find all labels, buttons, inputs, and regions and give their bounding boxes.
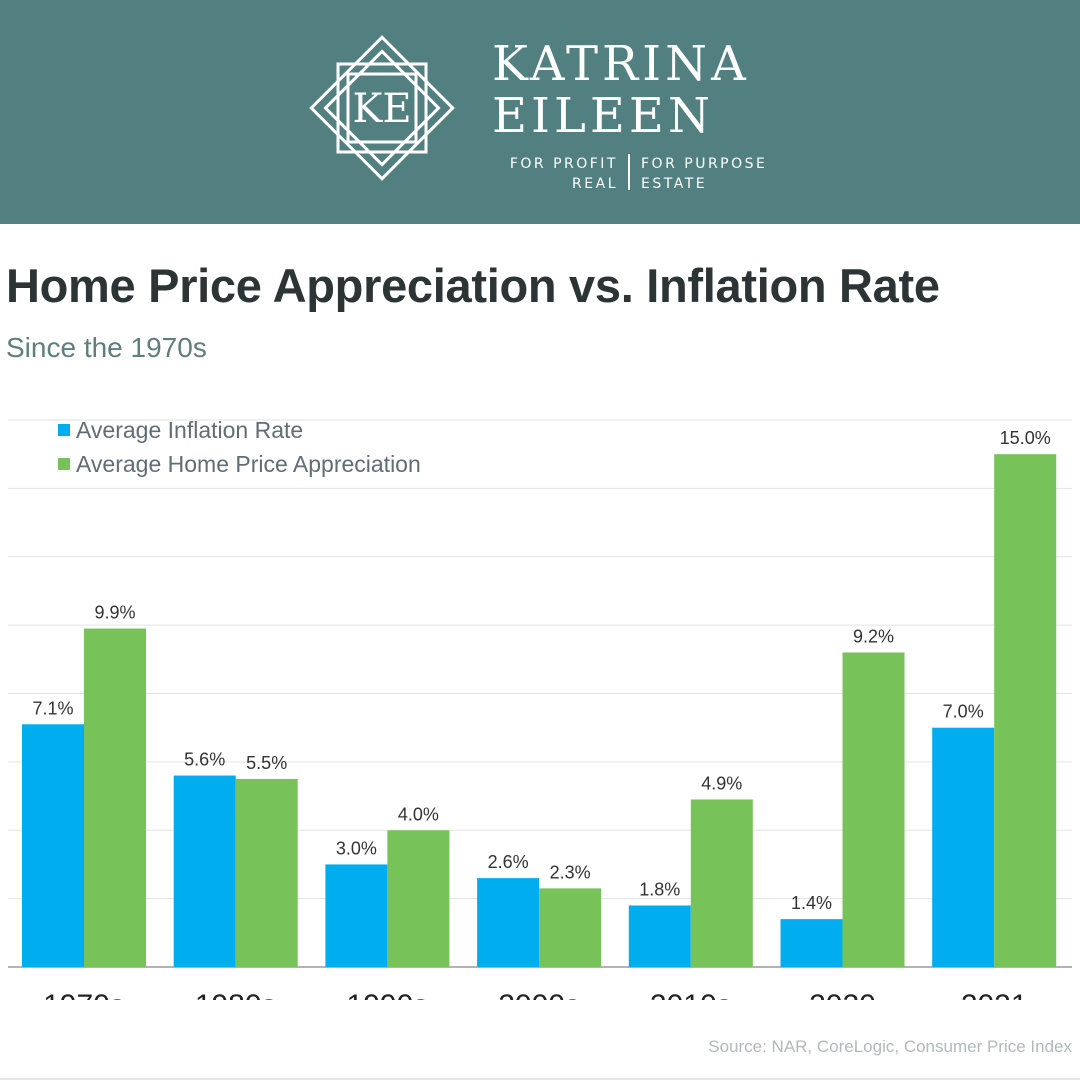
category-label-2010s: 2010s [650, 989, 732, 1000]
label-home-price-1980s: 5.5% [246, 753, 287, 773]
legend-swatch-inflation [58, 424, 70, 436]
category-label-2000s: 2000s [498, 989, 580, 1000]
chart-legend: Average Inflation Rate Average Home Pric… [58, 417, 421, 477]
chart-subtitle: Since the 1970s [6, 332, 207, 363]
bar-home-price-1970s [84, 628, 146, 967]
label-inflation-1980s: 5.6% [184, 750, 225, 770]
label-home-price-2010s: 4.9% [701, 773, 742, 793]
legend-label-home-price: Average Home Price Appreciation [76, 451, 421, 477]
bar-inflation-1970s [22, 724, 84, 967]
tagline-right: FOR PURPOSE ESTATE [641, 154, 767, 194]
label-inflation-2010s: 1.8% [639, 879, 680, 899]
label-inflation-1990s: 3.0% [336, 838, 377, 858]
category-label-1980s: 1980s [195, 989, 277, 1000]
bar-home-price-2000s [539, 888, 602, 967]
chart-title: Home Price Appreciation vs. Inflation Ra… [6, 259, 940, 312]
label-home-price-2000s: 2.3% [550, 862, 591, 882]
brand-name: KATRINA EILEEN [492, 38, 750, 142]
bar-home-price-1990s [387, 830, 450, 967]
tagline-left-line2: REAL [572, 176, 618, 192]
logo-monogram: KE [352, 86, 411, 132]
bar-home-price-2020 [842, 652, 905, 967]
tagline-right-line2: ESTATE [641, 176, 708, 192]
footer-divider [0, 1078, 1080, 1080]
legend-swatch-home-price [58, 458, 70, 470]
bar-chart: 7.1% 9.9% 5.6% 5.5% 3.0% 4.0% 2.6% 2.3% 1.8% 4.9%… [8, 417, 1072, 1000]
label-inflation-2021: 7.0% [943, 702, 984, 722]
source-note: Source: NAR, CoreLogic, Consumer Price I… [708, 1037, 1072, 1056]
tagline-divider [628, 154, 630, 190]
brand-name-line1: KATRINA [492, 36, 750, 92]
chart-bar-labels: 7.1% 9.9% 5.6% 5.5% 3.0% 4.0% 2.6% 2.3% 1.8% 4.9%… [32, 428, 1050, 913]
bar-inflation-2021 [932, 727, 995, 967]
chart-category-labels: 1970s 1980s 1990s 2000s 2010s 2020 2021 [43, 989, 1027, 1000]
katrina-eileen-logo: KE [309, 35, 455, 181]
brand-header: KE KATRINA EILEEN FOR PROFIT REAL FOR PU… [0, 0, 1080, 224]
bar-inflation-1990s [325, 864, 388, 967]
tagline-left-line1: FOR PROFIT [509, 156, 618, 172]
brand-name-line2: EILEEN [492, 88, 714, 144]
bar-home-price-2021 [994, 454, 1057, 967]
chart-gridlines [8, 419, 1072, 968]
label-home-price-1970s: 9.9% [94, 603, 135, 623]
tagline-left: FOR PROFIT REAL [494, 154, 618, 194]
chart-bars [22, 454, 1057, 967]
bar-inflation-2010s [628, 905, 691, 967]
category-label-2021: 2021 [961, 989, 1028, 1000]
bar-inflation-2000s [477, 878, 540, 967]
label-home-price-2020: 9.2% [853, 626, 894, 646]
legend-label-inflation: Average Inflation Rate [76, 417, 303, 443]
tagline-right-line1: FOR PURPOSE [641, 156, 768, 172]
label-inflation-1970s: 7.1% [32, 698, 73, 718]
bar-home-price-1980s [235, 778, 298, 967]
label-home-price-1990s: 4.0% [398, 804, 439, 824]
label-home-price-2021: 15.0% [1000, 428, 1051, 448]
category-label-2020: 2020 [809, 989, 876, 1000]
bar-inflation-2020 [780, 919, 843, 967]
category-label-1990s: 1990s [347, 989, 429, 1000]
category-label-1970s: 1970s [43, 989, 125, 1000]
bar-inflation-1980s [173, 775, 236, 967]
label-inflation-2000s: 2.6% [488, 852, 529, 872]
label-inflation-2020: 1.4% [791, 893, 832, 913]
bar-home-price-2010s [690, 799, 753, 967]
